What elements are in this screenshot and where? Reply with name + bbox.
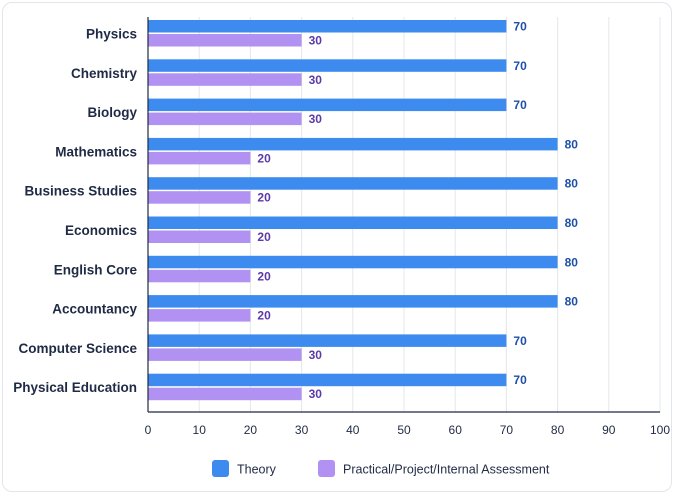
- value-label: 70: [513, 334, 527, 348]
- bar-practical: [148, 73, 302, 86]
- value-label: 20: [257, 269, 271, 283]
- x-tick-label: 30: [295, 423, 309, 437]
- category-label: Physics: [86, 27, 137, 42]
- x-tick-label: 20: [244, 423, 258, 437]
- bar-theory: [148, 137, 558, 151]
- bar-theory: [148, 255, 558, 269]
- x-tick-label: 70: [500, 423, 514, 437]
- x-tick-label: 0: [145, 423, 152, 437]
- legend-swatch: [212, 460, 229, 477]
- category-labels: Physics Chemistry Biology Mathematics Busine…: [13, 27, 137, 396]
- category-label: Mathematics: [55, 144, 137, 159]
- value-label: 20: [257, 230, 271, 244]
- value-label: 20: [257, 151, 271, 165]
- legend-label: Theory: [237, 463, 277, 477]
- bars: 70 30 70 30 70 30 80 20 80 20 80 20 80 20 80 20 70 30 70 30: [148, 20, 579, 401]
- category-label: Computer Science: [18, 341, 137, 356]
- legend: Theory Practical/Project/Internal Assessm…: [212, 460, 550, 477]
- value-label: 70: [513, 98, 527, 112]
- bar-theory: [148, 334, 507, 347]
- value-label: 30: [309, 348, 323, 362]
- bar-practical: [148, 34, 302, 47]
- chart-frame: [2, 2, 672, 492]
- bar-practical: [148, 387, 302, 401]
- bar-theory: [148, 295, 558, 308]
- x-tick-label: 10: [193, 423, 207, 437]
- x-tick-label: 60: [449, 423, 463, 437]
- legend-swatch: [318, 460, 335, 477]
- bar-practical: [148, 191, 251, 204]
- legend-label: Practical/Project/Internal Assessment: [343, 463, 550, 477]
- category-label: Physical Education: [13, 380, 137, 395]
- value-label: 70: [513, 20, 527, 34]
- bar-practical: [148, 269, 251, 283]
- value-label: 80: [565, 255, 579, 269]
- category-label: Biology: [88, 105, 138, 120]
- value-label: 80: [565, 137, 579, 151]
- value-label: 30: [309, 73, 323, 87]
- bar-theory: [148, 216, 558, 229]
- category-label: Business Studies: [24, 184, 137, 199]
- category-label: Accountancy: [52, 302, 137, 317]
- x-tick-label: 50: [397, 423, 411, 437]
- bar-theory: [148, 373, 507, 387]
- value-label: 30: [309, 34, 323, 48]
- category-label: Economics: [65, 223, 137, 238]
- bar-practical: [148, 151, 251, 165]
- bar-practical: [148, 309, 251, 322]
- value-label: 70: [513, 373, 527, 387]
- value-label: 80: [565, 177, 579, 191]
- value-label: 70: [513, 59, 527, 73]
- value-label: 30: [309, 387, 323, 401]
- category-label: English Core: [54, 262, 138, 277]
- x-tick-label: 40: [346, 423, 360, 437]
- value-label: 80: [565, 216, 579, 230]
- value-label: 20: [257, 191, 271, 205]
- bar-practical: [148, 230, 251, 243]
- bar-practical: [148, 348, 302, 361]
- x-tick-label: 100: [650, 423, 670, 437]
- category-label: Chemistry: [71, 66, 138, 81]
- bar-practical: [148, 112, 302, 126]
- x-axis: 0 10 20 30 40 50 60 70 80 90 100: [145, 17, 670, 437]
- bar-theory: [148, 98, 507, 112]
- bar-theory: [148, 177, 558, 190]
- value-label: 30: [309, 112, 323, 126]
- x-tick-label: 90: [602, 423, 616, 437]
- bar-theory: [148, 59, 507, 72]
- value-label: 80: [565, 295, 579, 309]
- value-label: 20: [257, 309, 271, 323]
- x-tick-label: 80: [551, 423, 565, 437]
- bar-theory: [148, 20, 507, 33]
